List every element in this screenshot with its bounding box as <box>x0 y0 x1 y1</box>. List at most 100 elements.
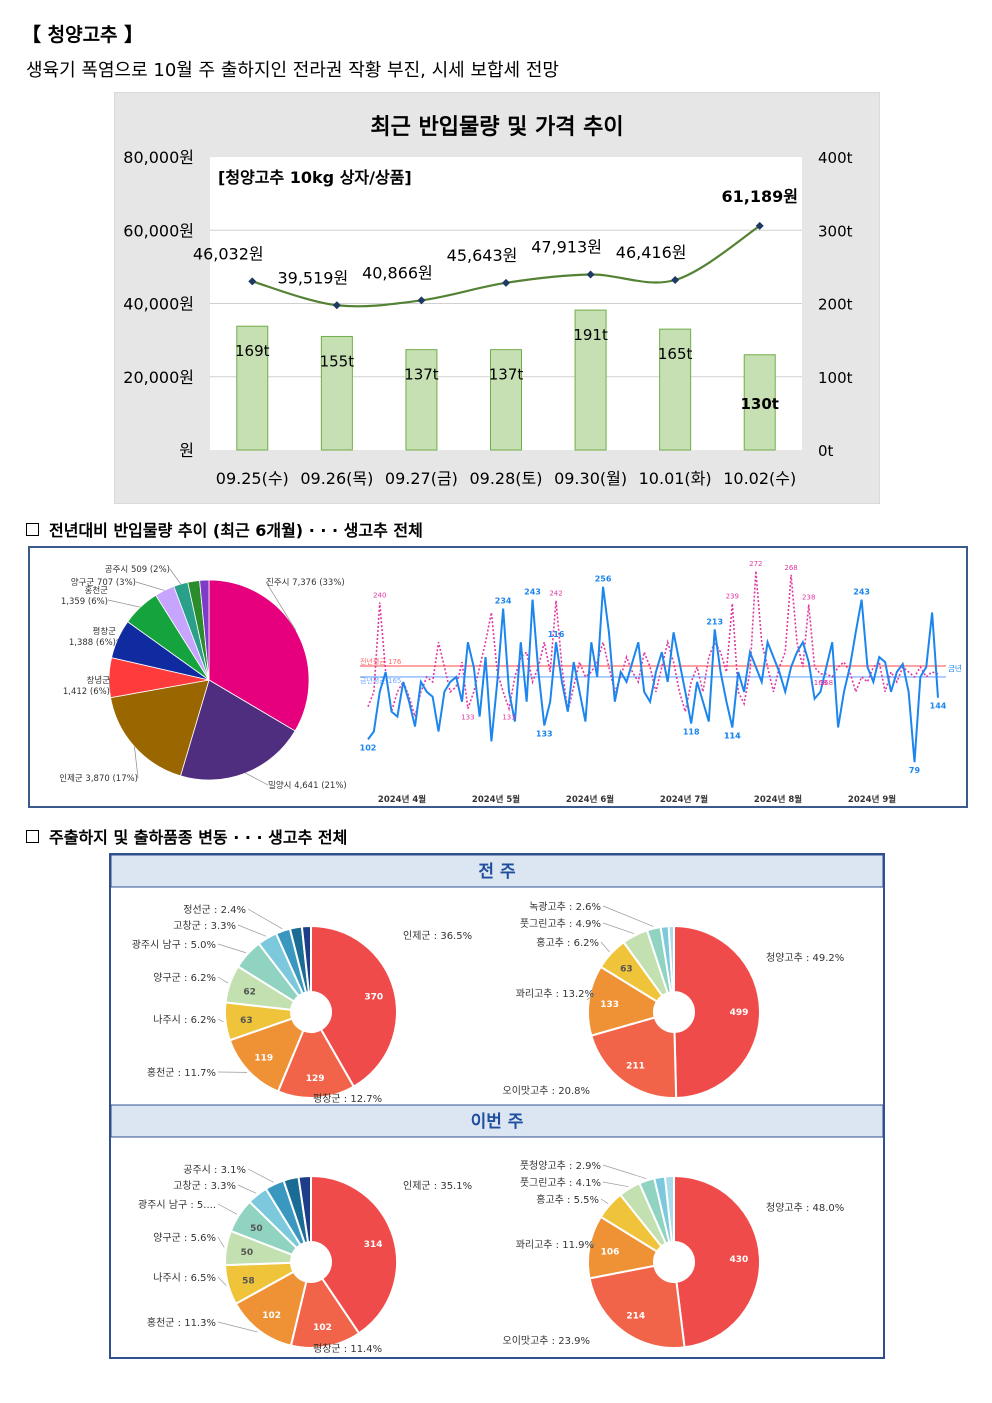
this-year-data-label: 114 <box>724 731 741 740</box>
left-axis-tick: 80,000원 <box>123 148 194 167</box>
price-marker <box>502 278 510 287</box>
pie-label: 평창군 <box>93 626 117 637</box>
this-year-data-label: 133 <box>536 729 553 738</box>
donut-value-label: 370 <box>364 992 383 1002</box>
last-year-series <box>367 570 939 720</box>
donut-charts: 전 주 370 인제군 : 36.5% 129 평창군 : 12.7% 119 63 62 홍천… <box>111 855 883 1355</box>
volume-panel: 진주시 7,376 (33%) 밀양시 4,641 (21%) 인제군 3,870 … <box>28 546 968 808</box>
donut-label: 꽈리고추 : 11.9% <box>516 1239 594 1251</box>
average-label: 금년평균 165 <box>360 676 401 685</box>
leader-line <box>265 581 297 631</box>
leader-line <box>115 638 119 642</box>
donut-label: 고창군 : 3.3% <box>173 1180 236 1192</box>
donut-label: 평창군 : 11.4% <box>313 1343 382 1355</box>
donut-value-label: 106 <box>601 1247 620 1257</box>
price-marker <box>417 296 426 305</box>
section-heading-origin: 주출하지 및 출하품종 변동 · · · 생고추 전체 <box>26 824 347 848</box>
last-year-data-label: 268 <box>784 564 797 572</box>
right-axis-tick: 100t <box>818 369 853 387</box>
leader-line <box>237 1184 257 1194</box>
donut-value-label: 499 <box>730 1008 749 1018</box>
volume-timeseries-chart: 전년평균 176 금년평균 165 102 234 243 133 116 256 118 213… <box>360 560 962 805</box>
left-axis-tick: 40,000원 <box>123 295 194 314</box>
volume-bar <box>405 349 438 451</box>
donut-value-label: 62 <box>243 988 256 998</box>
leader-line <box>587 1243 597 1247</box>
price-data-label: 46,416원 <box>616 243 687 262</box>
left-axis-tick: 원 <box>179 441 194 460</box>
price-marker <box>671 276 680 285</box>
right-axis-tick: 300t <box>818 222 853 240</box>
checkbox-icon <box>26 830 39 843</box>
donut-label: 녹광고추 : 2.6% <box>529 901 601 913</box>
donut-label: 홍고추 : 5.5% <box>536 1193 599 1206</box>
last-year-data-label: 242 <box>549 590 562 598</box>
leader-line <box>247 1168 274 1183</box>
leader-line <box>586 992 597 1001</box>
donut-value-label: 133 <box>600 1000 619 1010</box>
donut-label: 풋그린고추 : 4.1% <box>520 1177 601 1189</box>
month-axis-label: 2024년 6월 <box>566 794 614 805</box>
price-data-label: 40,866원 <box>362 263 433 282</box>
volume-data-label: 137t <box>404 366 439 384</box>
leader-line <box>600 941 610 953</box>
donut-slice <box>300 924 312 994</box>
price-data-label: 46,032원 <box>193 244 264 263</box>
donut-slice <box>587 965 659 1037</box>
checkbox-icon <box>26 523 39 536</box>
donut-value-label: 211 <box>626 1061 645 1071</box>
leader-line <box>169 568 182 585</box>
volume-data-label: 165t <box>658 345 693 363</box>
volume-bar <box>320 335 353 451</box>
leader-line <box>600 1198 609 1204</box>
pie-label: 진주시 7,376 (33%) <box>266 577 345 588</box>
donut-slice <box>673 1174 761 1349</box>
leader-line <box>602 905 654 927</box>
donut-value-label: 63 <box>240 1016 253 1026</box>
donut-value-label: 102 <box>313 1323 332 1333</box>
donut-label: 홍천군 : 11.7% <box>147 1066 216 1079</box>
donut-label: 평창군 : 12.7% <box>313 1093 382 1105</box>
leader-line <box>217 1203 238 1215</box>
right-axis-tick: 400t <box>818 149 853 167</box>
donut-label: 고창군 : 3.3% <box>173 920 236 932</box>
volume-data-label: 191t <box>573 326 608 344</box>
right-axis-tick: 200t <box>818 296 853 314</box>
month-axis-label: 2024년 5월 <box>472 794 520 805</box>
section-heading-volume: 전년대비 반입물량 추이 (최근 6개월) · · · 생고추 전체 <box>26 517 423 541</box>
series-end-label: 금년 <box>948 663 962 673</box>
panel-title: 이번 주 <box>471 1112 524 1132</box>
leader-line <box>134 746 139 779</box>
donut-value-label: 129 <box>306 1074 325 1084</box>
this-year-series <box>367 586 939 763</box>
origin-variety-panel: 전 주 370 인제군 : 36.5% 129 평창군 : 12.7% 119 63 62 홍천… <box>109 853 885 1359</box>
volume-bar <box>574 309 607 451</box>
donut-label: 나주시 : 6.5% <box>153 1272 216 1284</box>
volume-bar <box>236 325 269 451</box>
volume-bar <box>490 349 522 451</box>
last-year-data-label: 133 <box>502 714 515 722</box>
donut-label: 홍천군 : 11.3% <box>147 1316 216 1329</box>
donut-value-label: 119 <box>254 1054 273 1064</box>
price-marker <box>586 270 595 279</box>
this-year-data-label: 243 <box>524 588 541 597</box>
price-marker <box>248 277 257 286</box>
origin-pie-chart: 진주시 7,376 (33%) 밀양시 4,641 (21%) 인제군 3,870 … <box>59 565 346 791</box>
last-year-data-label: 168 <box>820 679 833 687</box>
right-axis-tick: 0t <box>818 442 834 460</box>
x-axis-tick: 09.27(금) <box>385 469 458 488</box>
last-year-data-label: 238 <box>802 594 815 602</box>
donut-label: 풋청양고추 : 2.9% <box>520 1160 601 1172</box>
donut-slice <box>663 1174 675 1244</box>
donut-label: 오이맛고추 : 23.9% <box>503 1335 591 1347</box>
leader-line <box>135 581 165 591</box>
volume-data-label: 137t <box>489 366 524 384</box>
donut-slice <box>310 1174 398 1335</box>
pie-slice <box>208 579 310 732</box>
donut-value-label: 314 <box>364 1240 383 1250</box>
pie-label: 홍천군 <box>85 585 109 596</box>
donut-label: 양구군 : 6.2% <box>153 972 216 984</box>
this-year-data-label: 243 <box>853 588 870 597</box>
leader-line <box>237 924 267 937</box>
price-marker <box>332 301 341 310</box>
